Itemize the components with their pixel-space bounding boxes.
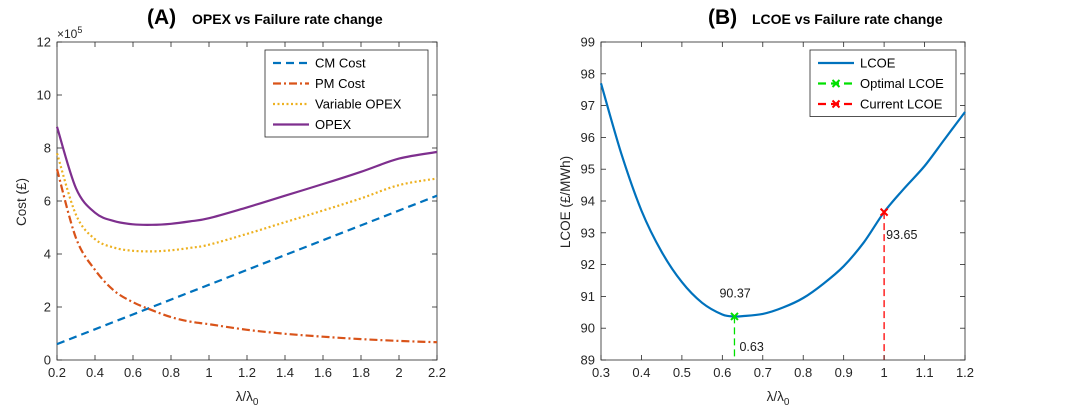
panel-b-annotation-optimal-value: 90.37 [719,286,750,300]
panel-b-ticks: 0.3 0.4 0.5 0.6 0.7 0.8 0.9 1 1.1 1.2 89 90 91 92 93 94… [581,35,975,381]
panel-a: (A) OPEX vs Failure rate change 0.2 0.4 0.… [14,6,446,406]
panel-b-xtick-label: 1 [880,365,887,380]
panel-a-xtick-label: 2.2 [428,365,446,380]
panel-a-ticks: 0.2 0.4 0.6 0.8 1 1.2 1.4 1.6 1.8 2 2.2 0 2 4 6 8 10 12 [37,35,447,381]
panel-a-series-cm-cost [56,194,438,346]
panel-b-xtick-label: 0.8 [794,365,812,380]
panel-b-legend-label: LCOE [860,56,896,71]
panel-b-ytick-label: 97 [581,98,595,113]
panel-a-ytick-label: 10 [37,88,51,103]
panel-a-legend-label: Variable OPEX [315,97,402,112]
panel-a-legend-label: OPEX [315,117,351,132]
panel-a-series-pm-cost [55,168,438,344]
panel-a-series-opex [55,126,438,226]
panel-b-ytick-label: 92 [581,257,595,272]
panel-a-ytick-label: 2 [44,300,51,315]
panel-b-xtick-label: 0.5 [673,365,691,380]
panel-b-ytick-label: 96 [581,130,595,145]
panel-a-legend-label: CM Cost [315,56,366,71]
panel-a-ylabel: Cost (£) [14,178,29,226]
panel-b-ytick-label: 90 [581,321,595,336]
panel-b-xtick-label: 1.2 [956,365,974,380]
panel-b: (B) LCOE vs Failure rate change 0.3 0.4 0.… [558,6,974,406]
panel-a-title: OPEX vs Failure rate change [192,11,383,27]
panel-b-ytick-label: 91 [581,289,595,304]
panel-a-ytick-label: 12 [37,35,51,50]
panel-a-legend-label: PM Cost [315,76,365,91]
panel-a-ytick-label: 6 [44,194,51,209]
panel-b-series-lcoe [599,82,966,318]
panel-a-ytick-label: 4 [44,247,51,262]
panel-a-xtick-label: 1.8 [352,365,370,380]
panel-b-optimal-marker [730,312,739,321]
panel-a-xtick-label: 0.6 [124,365,142,380]
panel-a-xtick-label: 0.4 [86,365,104,380]
panel-b-ytick-label: 94 [581,194,595,209]
panel-a-xtick-label: 0.2 [48,365,66,380]
panel-b-ytick-label: 95 [581,162,595,177]
panel-b-ytick-label: 98 [581,66,595,81]
panel-b-annotations: 90.37 0.63 93.65 [719,228,917,354]
panel-a-y-exponent: ×105 [57,25,82,41]
panel-b-xtick-label: 0.6 [713,365,731,380]
panel-b-ytick-label: 99 [581,35,595,50]
panel-a-xtick-label: 1.4 [276,365,294,380]
panel-b-xtick-label: 0.7 [754,365,772,380]
panel-b-xlabel: λ/λ0 [767,389,790,406]
panel-b-title: LCOE vs Failure rate change [752,11,943,27]
panel-b-xtick-label: 0.9 [835,365,853,380]
panel-b-label: (B) [708,6,737,29]
panel-b-legend-marker [831,79,841,88]
panel-a-ytick-label: 0 [44,353,51,368]
panel-b-ytick-label: 93 [581,225,595,240]
panel-a-series-variable-opex [55,152,438,253]
panel-a-ytick-label: 8 [44,141,51,156]
panel-b-legend: LCOE Optimal LCOE Current LCOE [809,49,957,117]
panel-b-ytick-label: 89 [581,353,595,368]
panel-a-xtick-label: 1 [205,365,212,380]
panel-a-legend: CM Cost PM Cost Variable OPEX OPEX [264,49,429,138]
panel-a-xtick-label: 0.8 [162,365,180,380]
panel-b-current-marker [879,207,889,217]
panel-a-xtick-label: 1.6 [314,365,332,380]
panel-b-annotation-current-value: 93.65 [886,228,917,242]
panel-a-xlabel: λ/λ0 [236,389,259,406]
panel-b-legend-label: Optimal LCOE [860,76,944,91]
panel-b-legend-label: Current LCOE [860,97,943,112]
panel-a-xtick-label: 1.2 [238,365,256,380]
panel-b-ylabel: LCOE (£/MWh) [558,156,573,248]
panel-b-annotation-optimal-x: 0.63 [739,340,763,354]
panel-b-legend-marker [831,99,841,109]
panel-a-label: (A) [147,6,176,29]
panel-b-xtick-label: 0.3 [592,365,610,380]
panel-a-xtick-label: 2 [395,365,402,380]
panel-b-xtick-label: 0.4 [632,365,650,380]
panel-a-legend-box [264,49,429,138]
panel-b-xtick-label: 1.1 [916,365,934,380]
